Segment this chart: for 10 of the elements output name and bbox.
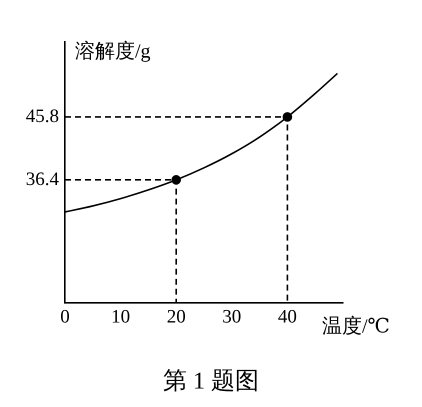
y-axis-title: 溶解度/g bbox=[75, 40, 151, 62]
x-tick-label: 0 bbox=[60, 306, 70, 328]
x-axis-title: 温度/℃ bbox=[322, 315, 390, 338]
y-tick-label: 45.8 bbox=[26, 106, 59, 127]
y-tick-label: 36.4 bbox=[26, 168, 60, 190]
x-tick-label: 30 bbox=[222, 306, 242, 328]
text: 第 1 题图 bbox=[163, 368, 259, 394]
x-tick-label: 20 bbox=[166, 306, 186, 328]
x-tick-label: 10 bbox=[111, 306, 130, 328]
x-tick-label: 40 bbox=[278, 306, 297, 328]
